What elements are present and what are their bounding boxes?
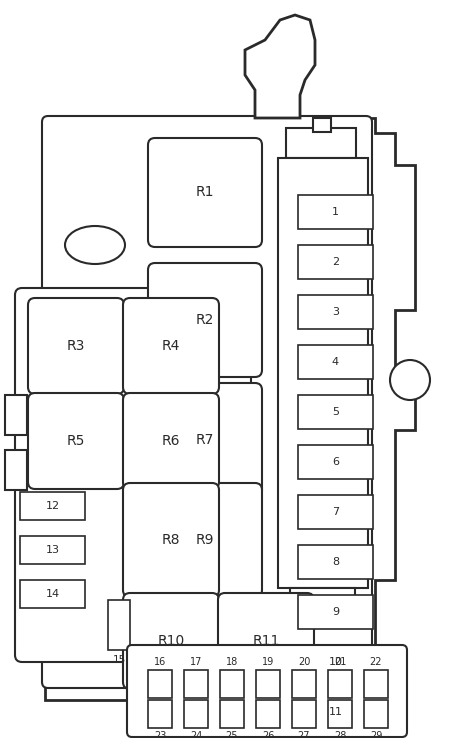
Bar (298, 595, 373, 629)
Text: 17: 17 (190, 657, 202, 667)
Text: 5: 5 (332, 407, 339, 417)
Ellipse shape (65, 226, 125, 264)
Text: 23: 23 (154, 731, 166, 738)
Bar (298, 445, 373, 479)
Text: R5: R5 (67, 434, 85, 448)
Text: 26: 26 (262, 731, 274, 738)
FancyBboxPatch shape (148, 483, 262, 597)
Text: 3: 3 (332, 307, 339, 317)
Circle shape (390, 360, 430, 400)
Text: 19: 19 (262, 657, 274, 667)
Bar (298, 695, 373, 729)
Text: 21: 21 (334, 657, 346, 667)
Bar (5, 395, 27, 435)
Text: R11: R11 (252, 634, 280, 648)
Bar (298, 495, 373, 529)
Bar (256, 700, 280, 728)
Bar (292, 700, 316, 728)
FancyBboxPatch shape (28, 298, 124, 394)
Bar (20, 492, 85, 520)
Bar (298, 345, 373, 379)
FancyBboxPatch shape (218, 593, 314, 689)
Text: 6: 6 (332, 457, 339, 467)
Text: R3: R3 (67, 339, 85, 353)
Bar (148, 700, 172, 728)
Bar (298, 545, 373, 579)
Bar (298, 195, 373, 229)
Bar (5, 450, 27, 490)
Text: R10: R10 (158, 634, 184, 648)
FancyBboxPatch shape (148, 138, 262, 247)
Bar (292, 670, 316, 698)
Bar (298, 295, 373, 329)
Polygon shape (45, 118, 415, 738)
Bar (313, 118, 331, 132)
Text: 22: 22 (370, 657, 382, 667)
Bar (220, 670, 244, 698)
Text: 24: 24 (190, 731, 202, 738)
Text: 15: 15 (112, 655, 126, 665)
Bar (286, 128, 356, 158)
Text: 16: 16 (154, 657, 166, 667)
Text: R9: R9 (196, 533, 214, 547)
Text: 11: 11 (328, 707, 342, 717)
Bar (108, 600, 130, 650)
Text: 20: 20 (298, 657, 310, 667)
Text: R8: R8 (162, 533, 180, 547)
Bar (20, 536, 85, 564)
Text: 25: 25 (226, 731, 238, 738)
FancyBboxPatch shape (28, 393, 124, 489)
FancyBboxPatch shape (148, 383, 262, 497)
Text: R4: R4 (162, 339, 180, 353)
Text: 1: 1 (332, 207, 339, 217)
Bar (328, 700, 352, 728)
Text: R6: R6 (162, 434, 180, 448)
Text: R1: R1 (196, 185, 214, 199)
FancyBboxPatch shape (148, 263, 262, 377)
FancyBboxPatch shape (127, 645, 407, 737)
Bar (220, 700, 244, 728)
Text: R2: R2 (196, 313, 214, 327)
Bar (256, 670, 280, 698)
Bar (290, 588, 355, 608)
Text: 29: 29 (370, 731, 382, 738)
FancyBboxPatch shape (123, 593, 219, 689)
Text: 4: 4 (332, 357, 339, 367)
Text: 7: 7 (332, 507, 339, 517)
Bar (184, 670, 208, 698)
Text: 10: 10 (328, 657, 342, 667)
Bar (364, 670, 388, 698)
Bar (298, 645, 373, 679)
Text: 27: 27 (298, 731, 310, 738)
Bar (278, 158, 368, 588)
Bar (364, 700, 388, 728)
FancyBboxPatch shape (123, 298, 219, 394)
Text: 9: 9 (332, 607, 339, 617)
Polygon shape (245, 15, 315, 118)
Bar (148, 670, 172, 698)
Text: R7: R7 (196, 433, 214, 447)
Bar (298, 395, 373, 429)
Text: 12: 12 (45, 501, 59, 511)
Bar (298, 245, 373, 279)
Bar (328, 670, 352, 698)
Text: 28: 28 (334, 731, 346, 738)
Text: 13: 13 (45, 545, 59, 555)
Text: 8: 8 (332, 557, 339, 567)
Bar (20, 580, 85, 608)
FancyBboxPatch shape (123, 483, 219, 597)
FancyBboxPatch shape (15, 288, 251, 662)
FancyBboxPatch shape (42, 116, 372, 688)
FancyBboxPatch shape (123, 393, 219, 489)
Text: 18: 18 (226, 657, 238, 667)
Text: 2: 2 (332, 257, 339, 267)
Text: 14: 14 (45, 589, 59, 599)
Bar (184, 700, 208, 728)
